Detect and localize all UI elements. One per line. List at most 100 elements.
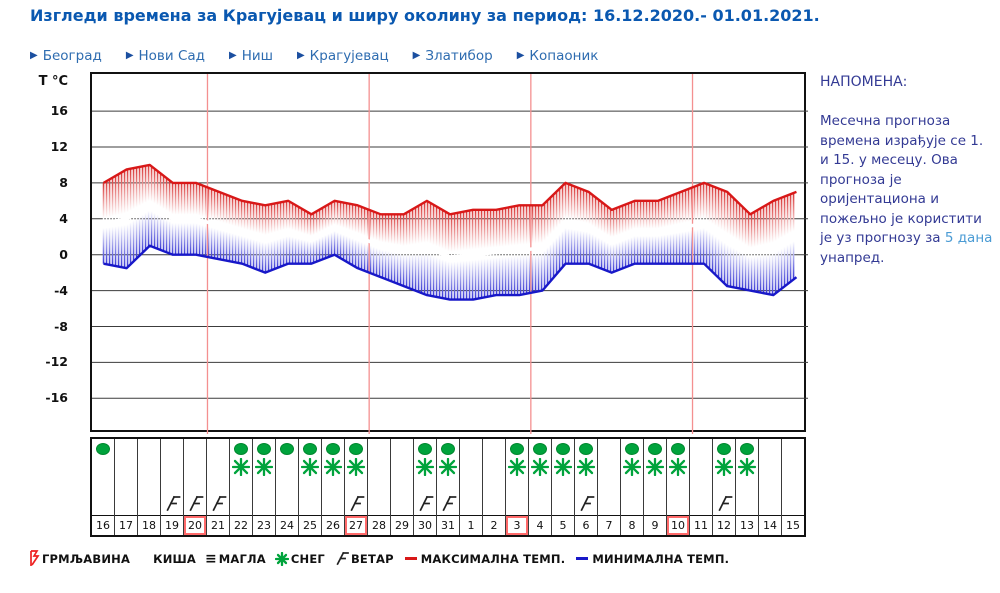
day-cell-icons xyxy=(713,439,735,515)
y-tick-label: -8 xyxy=(54,318,68,334)
day-label: 10 xyxy=(667,515,689,535)
snow-icon xyxy=(577,458,595,476)
nav-link-6[interactable]: ▶ Копаоник xyxy=(517,48,599,64)
wind-icon xyxy=(419,495,434,512)
wind-icon xyxy=(442,495,457,512)
snow-icon xyxy=(301,458,319,476)
day-column: 27 xyxy=(345,439,368,535)
nav-link-3[interactable]: ▶ Ниш xyxy=(229,48,273,64)
day-label: 6 xyxy=(575,515,597,535)
rain-icon xyxy=(280,443,294,455)
day-cell-icons xyxy=(437,439,459,515)
day-label: 15 xyxy=(782,515,804,535)
legend-label: МИНИМАЛНА ТЕМП. xyxy=(592,551,730,566)
nav-link-2[interactable]: ▶ Нови Сад xyxy=(126,48,205,64)
day-label: 9 xyxy=(644,515,666,535)
day-label: 22 xyxy=(230,515,252,535)
rain-icon xyxy=(510,443,524,455)
nav-link-label: Ниш xyxy=(241,48,273,64)
nav-link-1[interactable]: ▶ Београд xyxy=(30,48,102,64)
day-column: 17 xyxy=(115,439,138,535)
mean-temp-line xyxy=(103,203,798,259)
day-column: 29 xyxy=(391,439,414,535)
wind-icon xyxy=(166,495,181,512)
day-label: 27 xyxy=(345,515,367,535)
legend-item-snow: СНЕГ xyxy=(274,551,325,566)
note-body: Месечна прогноза времена израђује се 1. … xyxy=(820,112,994,268)
day-label: 19 xyxy=(161,515,183,535)
snow-icon xyxy=(669,458,687,476)
y-tick-label: 16 xyxy=(50,103,68,119)
day-label: 26 xyxy=(322,515,344,535)
snow-icon xyxy=(623,458,641,476)
day-cell-icons xyxy=(621,439,643,515)
rain-icon xyxy=(579,443,593,455)
day-cell-icons xyxy=(138,439,160,515)
day-cell-icons xyxy=(575,439,597,515)
nav-arrow-icon: ▶ xyxy=(30,50,38,61)
snow-icon xyxy=(646,458,664,476)
snow-icon xyxy=(232,458,250,476)
day-cell-icons xyxy=(299,439,321,515)
nav-link-4[interactable]: ▶ Крагујевац xyxy=(297,48,389,64)
day-column: 25 xyxy=(299,439,322,535)
rain-icon xyxy=(441,443,455,455)
day-cell-icons xyxy=(690,439,712,515)
day-column: 3 xyxy=(506,439,529,535)
day-label: 7 xyxy=(598,515,620,535)
nav-link-label: Београд xyxy=(42,48,102,64)
day-cell-icons xyxy=(230,439,252,515)
nav-link-label: Копаоник xyxy=(529,48,599,64)
day-label: 4 xyxy=(529,515,551,535)
rain-icon xyxy=(625,443,639,455)
day-cell-icons xyxy=(207,439,229,515)
five-day-forecast-link[interactable]: 5 дана xyxy=(944,230,993,246)
day-label: 31 xyxy=(437,515,459,535)
wind-icon xyxy=(350,495,365,512)
day-cell-icons xyxy=(253,439,275,515)
day-cell-icons xyxy=(92,439,114,515)
day-label: 14 xyxy=(759,515,781,535)
day-label: 11 xyxy=(690,515,712,535)
day-cell-icons xyxy=(161,439,183,515)
day-label: 28 xyxy=(368,515,390,535)
day-cell-icons xyxy=(368,439,390,515)
legend-label: ГРМЉАВИНА xyxy=(42,551,131,566)
day-column: 21 xyxy=(207,439,230,535)
min-temp-line xyxy=(103,244,798,301)
day-column: 20 xyxy=(184,439,207,535)
chart-legend: ГРМЉАВИНА КИША ≡ МАГЛА СНЕГ ВЕТАР МАКСИМАЛНА Т… xyxy=(28,550,729,567)
day-column: 7 xyxy=(598,439,621,535)
y-axis-label: Т °C xyxy=(38,74,68,89)
max-line-icon xyxy=(404,557,417,560)
nav-arrow-icon: ▶ xyxy=(412,50,421,61)
day-column: 13 xyxy=(736,439,759,535)
day-label: 23 xyxy=(253,515,275,535)
rain-icon xyxy=(533,443,547,455)
temperature-chart xyxy=(92,74,808,434)
legend-label: МАГЛА xyxy=(218,551,266,566)
y-tick-label: 8 xyxy=(59,174,68,190)
rain-icon xyxy=(556,443,570,455)
day-cell-icons xyxy=(759,439,781,515)
rain-icon xyxy=(96,443,110,455)
day-column: 31 xyxy=(437,439,460,535)
day-cell-icons xyxy=(667,439,689,515)
thunder-icon xyxy=(30,550,40,566)
day-column: 16 xyxy=(92,439,115,535)
legend-item-thunder: ГРМЉАВИНА xyxy=(28,550,130,567)
rain-icon xyxy=(303,443,317,455)
y-axis: Т °C 16 12 8 4 0 -4 -8 -12 -16 xyxy=(8,74,74,434)
rain-icon xyxy=(740,443,754,455)
snow-icon xyxy=(347,458,365,476)
day-label: 24 xyxy=(276,515,298,535)
note-text-before: Месечна прогноза времена израђује се 1. … xyxy=(820,113,984,246)
rain-icon xyxy=(349,443,363,455)
plot-area xyxy=(90,72,808,434)
day-column: 4 xyxy=(529,439,552,535)
y-tick-label: -12 xyxy=(45,354,68,370)
nav-arrow-icon: ▶ xyxy=(296,50,305,61)
day-column: 26 xyxy=(322,439,345,535)
nav-link-5[interactable]: ▶ Златибор xyxy=(413,48,493,64)
day-label: 12 xyxy=(713,515,735,535)
